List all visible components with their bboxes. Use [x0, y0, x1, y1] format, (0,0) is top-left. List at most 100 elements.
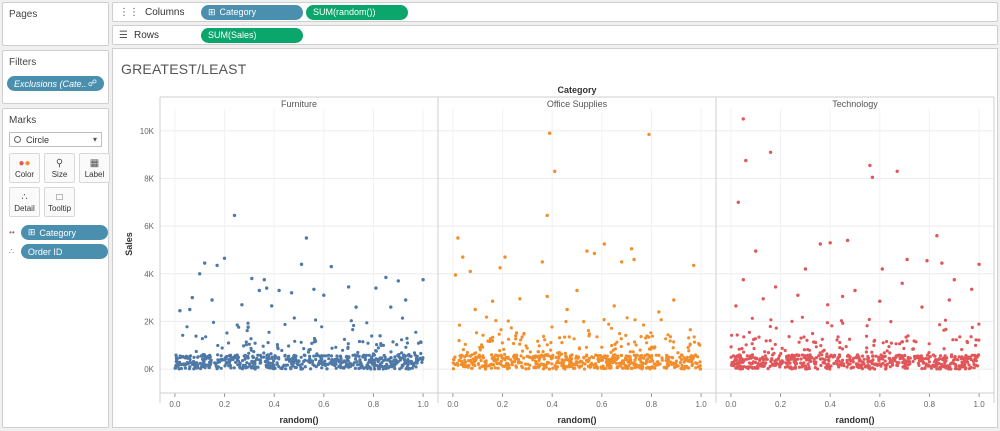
data-point	[949, 362, 953, 366]
data-point	[201, 357, 205, 361]
data-point	[393, 366, 397, 371]
data-point	[564, 319, 568, 324]
columns-pill-category[interactable]: ⊞ Category	[201, 4, 303, 20]
y-tick-label: 2K	[144, 317, 154, 326]
data-point	[929, 366, 934, 370]
mark-type-dropdown[interactable]: Circle ▾	[9, 132, 102, 147]
data-point	[745, 357, 749, 361]
detail-field-pill[interactable]: Order ID	[20, 244, 108, 259]
data-point	[306, 359, 310, 363]
rows-shelf[interactable]: ☰ Rows SUM(Sales)	[112, 25, 998, 45]
data-point	[974, 338, 978, 342]
data-point	[602, 242, 606, 246]
data-point	[236, 355, 241, 359]
data-point	[586, 329, 591, 333]
data-point	[898, 342, 902, 346]
detail-icon: ∴	[21, 191, 28, 203]
data-point	[920, 367, 924, 371]
data-point	[647, 132, 651, 137]
detail-button[interactable]: ∴ Detail	[9, 187, 40, 217]
data-point	[845, 365, 849, 369]
data-point	[346, 285, 351, 289]
label-button[interactable]: ▦ Label	[79, 153, 110, 183]
tooltip-button[interactable]: □ Tooltip	[44, 187, 75, 217]
data-point	[341, 366, 345, 370]
data-point	[576, 356, 580, 360]
data-point	[898, 357, 902, 361]
data-point	[549, 341, 553, 345]
data-point	[600, 345, 604, 349]
data-point	[903, 364, 908, 368]
data-point	[514, 337, 518, 341]
color-field-pill[interactable]: ⊞ Category	[20, 225, 108, 240]
data-point	[582, 320, 586, 324]
chevron-down-icon: ▾	[92, 135, 97, 144]
data-point	[619, 364, 623, 368]
data-point	[581, 361, 585, 365]
data-point	[401, 363, 405, 368]
data-point	[310, 359, 314, 363]
data-point	[183, 362, 187, 366]
data-point	[262, 351, 266, 355]
data-point	[632, 353, 636, 357]
columns-pill-random[interactable]: SUM(random())	[306, 4, 408, 20]
data-point	[680, 363, 684, 368]
data-point	[336, 358, 340, 362]
data-point	[402, 353, 406, 357]
data-point	[614, 361, 618, 365]
data-point	[575, 288, 579, 293]
rows-pill-sales[interactable]: SUM(Sales)	[201, 27, 303, 43]
data-point	[729, 345, 733, 349]
data-point	[502, 347, 506, 351]
data-point	[582, 367, 587, 371]
data-point	[366, 341, 370, 345]
data-point	[746, 365, 750, 369]
data-point	[956, 358, 960, 362]
data-point	[272, 359, 276, 363]
data-point	[753, 366, 757, 370]
data-point	[649, 331, 653, 335]
data-point	[294, 358, 298, 362]
data-point	[315, 352, 319, 356]
data-point	[361, 340, 365, 344]
columns-shelf[interactable]: ⋮⋮ Columns ⊞ Category SUM(random())	[112, 2, 998, 22]
data-point	[870, 175, 875, 179]
data-point	[210, 298, 214, 302]
data-point	[199, 365, 204, 369]
color-button[interactable]: ●● Color	[9, 153, 40, 183]
scatter-chart: Category 0K 2K 4K 6K 8K 10K Sales Furniture 0.0 0.…	[124, 85, 995, 425]
data-point	[627, 358, 631, 362]
data-point	[618, 361, 622, 365]
data-point	[613, 342, 617, 346]
data-point	[911, 347, 915, 351]
tooltip-button-label: Tooltip	[47, 203, 72, 213]
data-point	[698, 367, 702, 371]
data-point	[783, 348, 787, 353]
data-point	[188, 365, 192, 369]
data-point	[779, 362, 783, 367]
data-point	[605, 354, 609, 358]
x-tick-label: 0.8	[368, 400, 380, 409]
data-point	[262, 278, 266, 282]
data-point	[691, 357, 695, 361]
data-point	[942, 356, 946, 360]
data-point	[755, 366, 760, 370]
data-point	[776, 357, 781, 361]
filter-pill-exclusions[interactable]: Exclusions (Cate.. ☍	[7, 76, 104, 91]
data-point	[761, 364, 765, 368]
data-point	[943, 354, 947, 358]
data-point	[802, 335, 806, 339]
data-point	[563, 367, 567, 371]
data-point	[595, 335, 599, 339]
color-encoding-icon: ••	[9, 228, 15, 237]
pages-card: Pages	[2, 2, 109, 46]
data-point	[200, 337, 204, 341]
data-point	[880, 267, 884, 271]
data-point	[312, 287, 316, 291]
data-point	[600, 366, 604, 370]
data-point	[635, 353, 639, 357]
data-point	[586, 364, 590, 368]
size-button[interactable]: ⚲ Size	[44, 153, 75, 183]
data-point	[216, 358, 220, 362]
data-point	[925, 259, 929, 263]
